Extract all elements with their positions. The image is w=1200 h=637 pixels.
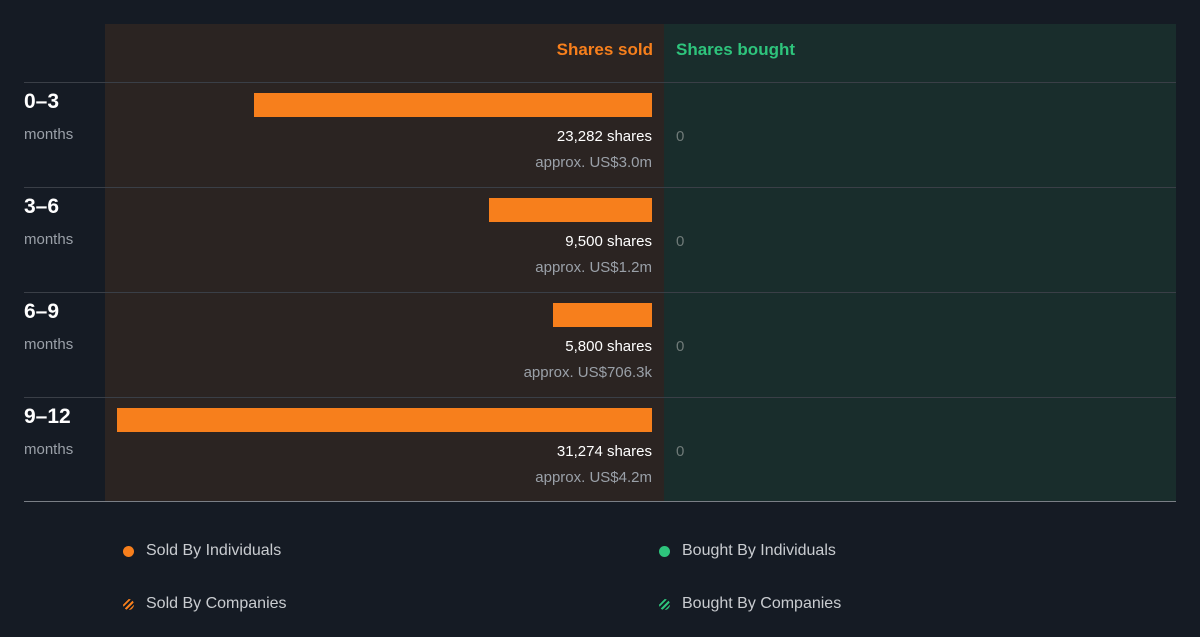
legend-label: Bought By Individuals xyxy=(682,542,836,559)
legend-bought-individuals: Bought By Individuals xyxy=(659,542,836,560)
chart-baseline xyxy=(24,501,1176,502)
period-unit-label: months xyxy=(24,441,74,458)
shares-bought-value: 0 xyxy=(676,338,685,355)
row-divider xyxy=(24,82,1176,83)
legend-label: Sold By Individuals xyxy=(146,542,282,559)
sold-companies-striped-dot-icon xyxy=(123,598,134,610)
shares-sold-bar[interactable] xyxy=(254,93,652,117)
period-label: 0–3 xyxy=(24,90,60,113)
shares-sold-value: 9,500 shares xyxy=(565,233,652,250)
insider-trading-chart: Shares sold Shares bought 0–3 months 23,28… xyxy=(24,24,1176,502)
period-label: 6–9 xyxy=(24,300,60,323)
legend-label: Bought By Companies xyxy=(682,595,842,612)
shares-sold-approx-value: approx. US$4.2m xyxy=(535,469,652,486)
legend-bought-companies: Bought By Companies xyxy=(659,595,841,613)
shares-sold-approx-value: approx. US$1.2m xyxy=(535,259,652,276)
shares-sold-approx-value: approx. US$3.0m xyxy=(535,154,652,171)
period-unit-label: months xyxy=(24,336,74,353)
period-unit-label: months xyxy=(24,126,74,143)
shares-sold-value: 23,282 shares xyxy=(556,128,652,145)
shares-sold-bar[interactable] xyxy=(117,408,652,432)
shares-sold-header: Shares sold xyxy=(556,40,653,59)
shares-sold-value: 31,274 shares xyxy=(556,443,652,460)
legend-sold-companies: Sold By Companies xyxy=(123,595,287,613)
shares-sold-bar[interactable] xyxy=(553,303,652,327)
shares-sold-bar[interactable] xyxy=(489,198,652,222)
shares-sold-value: 5,800 shares xyxy=(565,338,652,355)
legend-sold-individuals: Sold By Individuals xyxy=(123,542,281,560)
shares-bought-header: Shares bought xyxy=(676,40,796,59)
period-label: 3–6 xyxy=(24,195,60,218)
shares-bought-value: 0 xyxy=(676,233,685,250)
shares-sold-approx-value: approx. US$706.3k xyxy=(523,364,652,381)
shares-bought-value: 0 xyxy=(676,443,685,460)
bought-companies-striped-dot-icon xyxy=(659,598,670,610)
period-label: 9–12 xyxy=(24,405,71,428)
shares-bought-value: 0 xyxy=(676,128,685,145)
shares-bought-panel xyxy=(664,24,1176,502)
row-divider xyxy=(24,187,1176,188)
row-divider xyxy=(24,397,1176,398)
bought-individuals-dot-icon xyxy=(659,545,670,557)
legend-label: Sold By Companies xyxy=(146,595,287,612)
row-divider xyxy=(24,292,1176,293)
period-unit-label: months xyxy=(24,231,74,248)
sold-individuals-dot-icon xyxy=(123,545,134,557)
